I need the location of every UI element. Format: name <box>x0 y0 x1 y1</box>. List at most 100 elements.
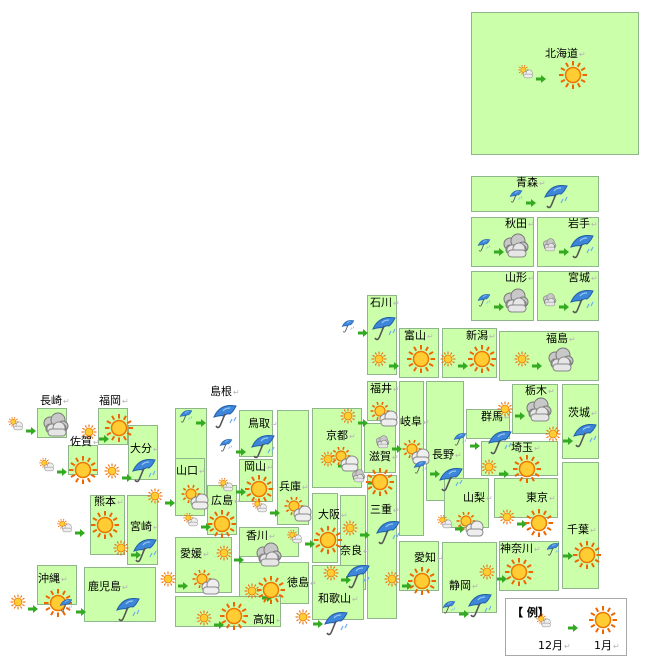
umbrella-icon <box>178 408 194 424</box>
prefecture-label-kagoshima: 鹿児島 <box>88 581 129 594</box>
sun-icon <box>499 509 515 525</box>
arrow-right-icon <box>515 405 525 420</box>
arrow-right-icon <box>430 463 440 478</box>
umbrella-icon <box>412 459 428 475</box>
sun-icon <box>68 455 98 485</box>
arrow-right-icon <box>305 533 315 548</box>
arrow-right-icon <box>526 192 536 207</box>
sun-cloud-icon <box>8 416 24 432</box>
prefecture-label-hyogo: 兵庫 <box>279 481 309 494</box>
sun-icon <box>244 474 274 504</box>
umbrella-icon <box>476 237 492 253</box>
legend-arrow-right-icon <box>568 617 578 632</box>
prefecture-label-tokushima: 徳島 <box>287 577 317 590</box>
prefecture-label-fukushima: 福島 <box>546 333 576 346</box>
umbrella-icon <box>567 231 597 261</box>
sun-icon <box>160 571 176 587</box>
sun-icon <box>147 488 163 504</box>
arrow-right-icon <box>389 355 399 370</box>
prefecture-label-tottori: 鳥取 <box>248 418 278 431</box>
sun-icon <box>407 566 437 596</box>
prefecture-label-osaka: 大阪 <box>318 509 348 522</box>
arrow-right-icon <box>536 68 546 83</box>
legend-sun-cloud-icon <box>536 613 552 629</box>
sun-cloud-icon <box>192 568 222 598</box>
arrow-right-icon <box>57 461 67 476</box>
arrow-right-icon <box>360 524 370 539</box>
cloud-icon <box>541 292 557 308</box>
prefecture-label-saga: 佐賀 <box>70 436 100 449</box>
sun-icon <box>384 571 400 587</box>
sun-icon <box>479 564 495 580</box>
sun-icon <box>504 557 534 587</box>
prefecture-label-gifu: 岐阜 <box>400 416 430 429</box>
umbrella-icon <box>476 292 492 308</box>
arrow-right-icon <box>459 603 469 618</box>
sun-icon <box>514 351 530 367</box>
arrow-right-icon <box>76 601 86 616</box>
sun-cloud-icon <box>252 498 268 514</box>
sun-cloud-icon <box>284 495 314 525</box>
umbrella-icon <box>441 599 457 615</box>
sun-icon <box>219 601 249 631</box>
arrow-right-icon <box>517 513 527 528</box>
cloud-icon <box>541 237 557 253</box>
sun-icon <box>244 583 260 599</box>
prefecture-label-hokkaido: 北海道 <box>545 48 586 61</box>
umbrella-icon <box>129 455 159 485</box>
arrow-right-icon <box>122 467 132 482</box>
umbrella-icon <box>541 181 571 211</box>
sun-cloud-icon <box>218 477 234 493</box>
arrow-right-icon <box>497 568 507 583</box>
prefecture-label-miyagi: 宮城 <box>568 272 598 285</box>
sun-icon <box>340 408 356 424</box>
cloud-icon <box>350 468 366 484</box>
prefecture-label-fukuoka: 福岡 <box>99 395 129 408</box>
sun-cloud-icon <box>331 445 361 475</box>
umbrella-icon <box>508 188 524 204</box>
sun-icon <box>572 540 602 570</box>
umbrella-icon <box>113 594 143 624</box>
sun-cloud-icon <box>57 518 73 534</box>
sun-cloud-icon <box>39 457 55 473</box>
arrow-right-icon <box>563 545 573 560</box>
arrow-right-icon <box>270 502 280 517</box>
legend-title: 【 例】 <box>512 606 549 619</box>
umbrella-icon <box>567 286 597 316</box>
arrow-right-icon <box>358 412 368 427</box>
umbrella-icon <box>210 401 240 431</box>
arrow-right-icon <box>455 518 465 533</box>
arrow-right-icon <box>313 613 323 628</box>
umbrella-icon <box>340 318 356 334</box>
prefecture-label-hiroshima: 広島 <box>211 495 241 508</box>
arrow-right-icon <box>559 296 569 311</box>
prefecture-kagoshima <box>84 567 156 622</box>
umbrella-icon <box>465 590 495 620</box>
sun-icon <box>256 575 286 605</box>
prefecture-label-aichi: 愛知 <box>414 552 444 565</box>
umbrella-icon <box>218 437 234 453</box>
sun-cloud-icon <box>183 512 199 528</box>
sun-cloud-icon <box>370 400 400 430</box>
sun-icon <box>524 508 554 538</box>
prefecture-label-shiga: 滋賀 <box>369 451 399 464</box>
prefecture-label-yamaguchi: 山口 <box>176 465 206 478</box>
arrow-right-icon <box>358 322 368 337</box>
arrow-right-icon <box>236 481 246 496</box>
prefecture-label-aomori: 青森 <box>516 177 546 190</box>
prefecture-label-oita: 大分 <box>130 443 160 456</box>
prefecture-label-okayama: 岡山 <box>244 461 274 474</box>
prefecture-label-yamanashi: 山梨 <box>463 492 493 505</box>
cloud-icon <box>523 395 553 425</box>
prefecture-label-gunma: 群馬 <box>481 411 511 424</box>
prefecture-label-saitama: 埼玉 <box>511 442 541 455</box>
prefecture-label-iwate: 岩手 <box>568 218 598 231</box>
sun-cloud-icon <box>402 438 432 468</box>
sun-icon <box>90 510 120 540</box>
arrow-right-icon <box>494 296 504 311</box>
sun-cloud-icon <box>287 529 303 545</box>
sun-cloud-icon <box>181 483 211 513</box>
sun-icon <box>440 351 456 367</box>
sun-icon <box>10 594 26 610</box>
arrow-right-icon <box>392 438 402 453</box>
